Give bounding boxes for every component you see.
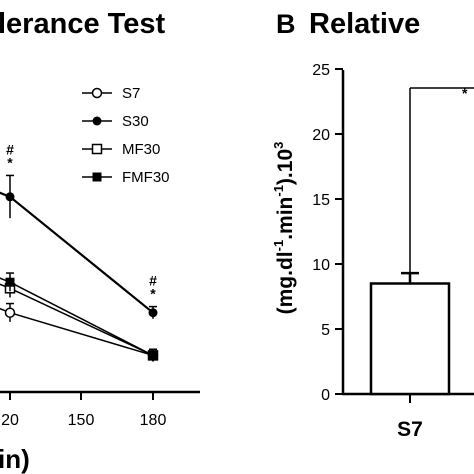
panel-b-letter: B [276,9,296,39]
legend-label: FMF30 [122,169,170,186]
sig-marker: * [462,85,468,101]
legend-marker [92,116,102,126]
panel-b-y-ticks: 25 20 15 10 5 0 [312,62,343,404]
bar-category-label: S7 [397,418,423,441]
significance-mark: * [7,154,13,170]
data-point [148,308,158,318]
panel-a-title: lerance Test [0,8,165,40]
panel-b-title: Relative [309,8,420,40]
significance-mark: # [6,141,14,157]
ylabel-sup-3: 3 [271,142,286,149]
legend-entry-fmf30: FMF30 [82,169,170,186]
significance-mark: # [149,273,157,289]
panel-a-xlabel: in) [0,444,30,474]
panel-b-bars [369,271,451,396]
legend-label: S30 [122,113,149,130]
series-s7 [0,302,159,362]
panel-a-x-tick-label: 20 [1,412,19,429]
panel-a-legend: S7 S30 MF30 FMF30 [82,85,170,186]
y-tick-label: 10 [312,257,330,274]
y-tick-label: 0 [321,387,330,404]
data-point [4,307,16,318]
ylabel-part-1: (mg.dl [274,251,297,314]
significance-mark: * [150,286,156,302]
panel-a-annotations: #*#* [6,141,157,301]
series-fmf30 [0,272,158,362]
legend-label: MF30 [122,141,160,158]
legend-marker [91,87,103,99]
panel-b-significance: * [409,85,474,272]
panel-a-x-tick-label: 180 [140,412,167,429]
svg-text:(mg.dl-1.min-1).103: (mg.dl-1.min-1).103 [271,142,297,315]
panel-b-x-tick-labels: S7 [397,418,423,441]
panel-a-series [0,174,159,362]
ylabel-part-2: .min [274,197,297,240]
data-point [148,350,158,360]
legend-entry-mf30: MF30 [82,141,160,158]
legend-marker [91,143,103,155]
panel-a-axes [0,390,200,400]
series-line [0,277,154,357]
ylabel-sup-1: -1 [271,240,286,252]
y-tick-label: 15 [312,192,330,209]
y-tick-label: 20 [312,127,330,144]
ylabel-part-3: ).10 [274,149,297,185]
bar-s7 [369,282,451,396]
legend-marker [92,172,102,182]
ylabel-sup-2: -1 [271,185,286,197]
panel-b-y-axis-label: (mg.dl-1.min-1).103 [271,142,297,315]
series-line [0,307,154,357]
panel-a-x-tick-label: 150 [68,412,95,429]
legend-entry-s30: S30 [82,113,149,130]
legend-entry-s7: S7 [82,85,140,102]
y-tick-label: 25 [312,62,330,79]
data-point [5,192,15,202]
y-tick-label: 5 [321,322,330,339]
data-point [5,277,15,287]
legend-label: S7 [122,85,140,102]
panel-a-x-tick-labels: 20 150 180 [1,412,166,429]
series-s30 [0,174,158,319]
